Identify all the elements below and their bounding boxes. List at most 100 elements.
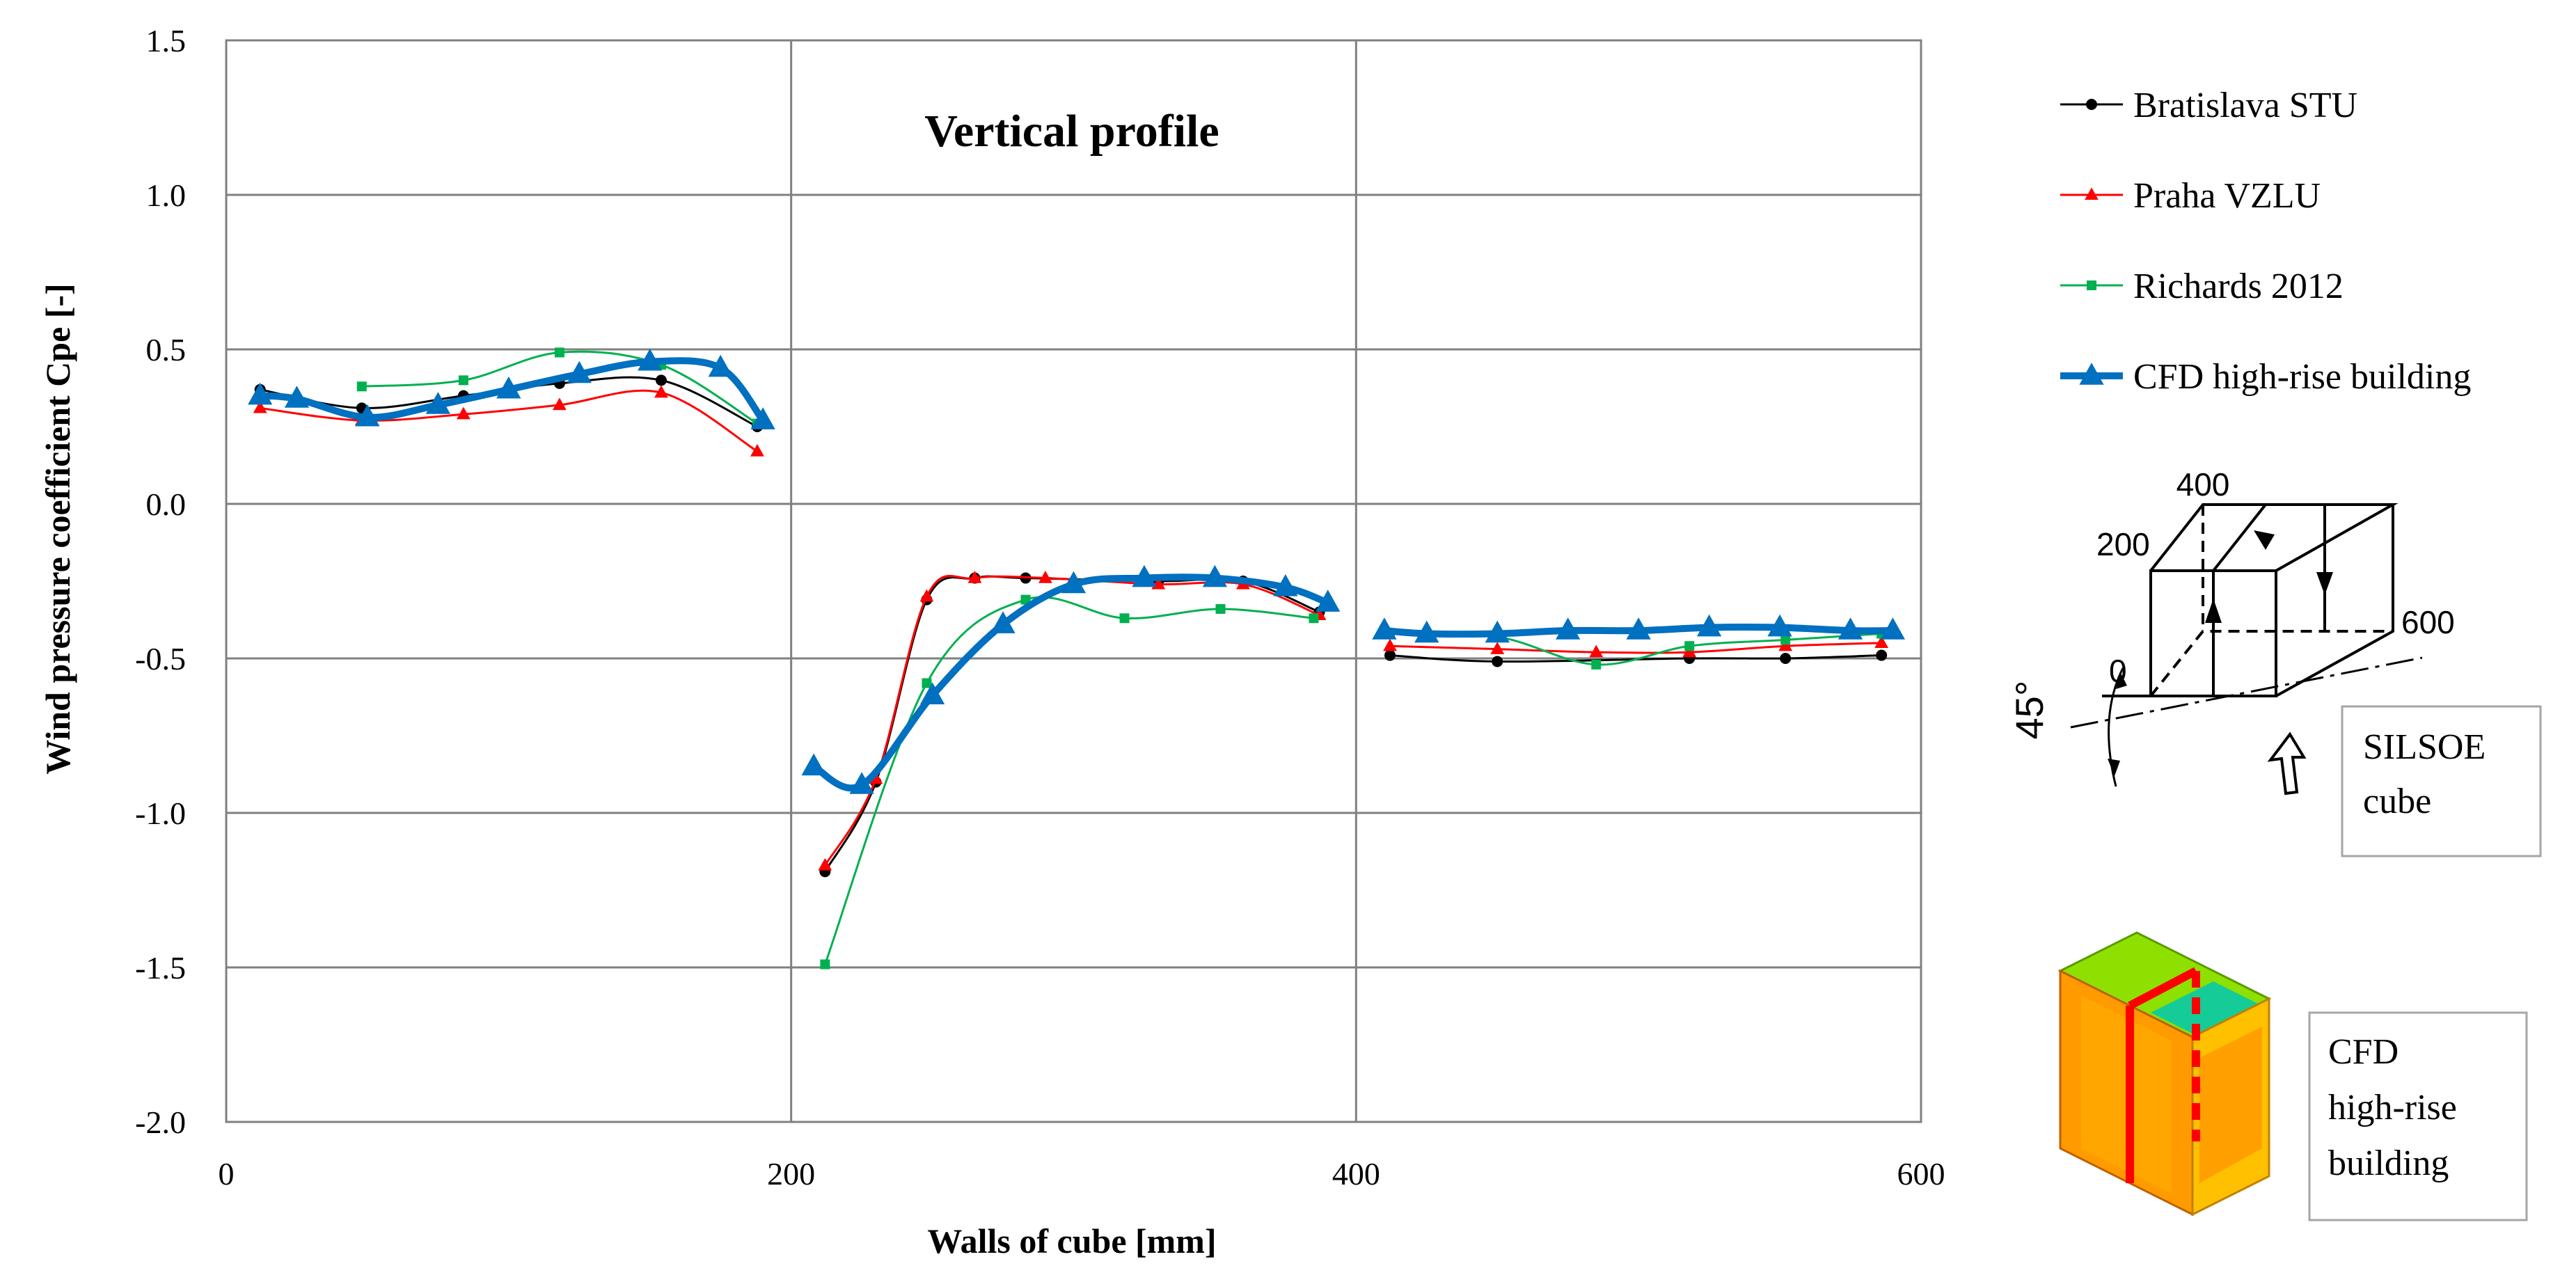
data-point-cfd-high-rise-building	[849, 772, 874, 794]
building-right-shade	[2199, 1027, 2262, 1183]
data-point-cfd-high-rise-building	[1202, 564, 1228, 587]
y-tick-label: -2.0	[135, 1105, 186, 1140]
data-point-cfd-high-rise-building	[425, 392, 451, 414]
cube-top-face	[2149, 503, 2399, 572]
cfd-building-image	[2057, 931, 2272, 1217]
building-top-cyan	[2151, 981, 2262, 1037]
y-tick-label: -1.5	[135, 950, 186, 986]
data-point-cfd-high-rise-building	[919, 682, 945, 705]
data-point-bratislava-stu	[1780, 653, 1792, 664]
cfd-label-box	[2308, 1011, 2528, 1221]
data-point-richards-2012	[820, 959, 830, 970]
data-point-praha-vzlu	[818, 857, 832, 871]
cfd-label-line2: high-rise	[2328, 1088, 2457, 1127]
data-point-richards-2012	[1215, 603, 1226, 614]
data-point-cfd-high-rise-building	[1767, 614, 1792, 637]
legend-marker-cfd-high-rise-building	[2079, 363, 2104, 385]
series-line-bratislava-stu	[1389, 654, 1883, 663]
data-point-cfd-high-rise-building	[284, 386, 310, 408]
data-point-praha-vzlu	[1490, 642, 1505, 654]
dim-200-label: 200	[2096, 526, 2150, 562]
data-point-cfd-high-rise-building	[1485, 620, 1510, 643]
data-point-bratislava-stu	[1384, 649, 1396, 661]
data-point-cfd-high-rise-building	[1315, 589, 1341, 612]
data-point-cfd-high-rise-building	[1132, 564, 1157, 587]
y-tick-label: 1.5	[146, 23, 187, 58]
y-tick-label: 1.0	[146, 177, 187, 213]
series-line-cfd-high-rise-building	[810, 573, 1332, 792]
data-point-cfd-high-rise-building	[708, 354, 733, 377]
angle-arrow-bottom-icon	[2108, 759, 2120, 776]
angle-arrow-top-icon	[2116, 672, 2127, 689]
data-point-cfd-high-rise-building	[1696, 614, 1722, 637]
data-point-richards-2012	[1591, 659, 1602, 670]
silsoe-label-box	[2341, 705, 2542, 857]
data-point-richards-2012	[1309, 613, 1319, 624]
data-point-bratislava-stu	[655, 374, 667, 386]
data-point-cfd-high-rise-building	[567, 361, 592, 383]
data-point-cfd-high-rise-building	[355, 404, 380, 427]
data-point-praha-vzlu	[654, 385, 668, 398]
y-axis-title: Wind pressure coefficient Cpe [-]	[38, 283, 77, 774]
data-point-cfd-high-rise-building	[248, 382, 273, 405]
wind-axis-line	[2070, 656, 2423, 729]
x-tick-label: 400	[1332, 1156, 1380, 1192]
data-point-praha-vzlu	[456, 406, 471, 420]
silsoe-label-line2: cube	[2363, 782, 2431, 821]
data-point-richards-2012	[458, 375, 468, 386]
data-point-richards-2012	[1119, 613, 1130, 624]
data-point-bratislava-stu	[1876, 649, 1888, 661]
data-point-praha-vzlu	[1682, 644, 1697, 658]
profile-line-top-a	[2212, 503, 2267, 572]
building-right-face	[2191, 997, 2270, 1217]
data-point-richards-2012	[1684, 641, 1695, 651]
silsoe-cube-diagram	[2070, 503, 2423, 796]
y-tick-label: 0.0	[146, 486, 187, 522]
data-point-praha-vzlu	[750, 443, 764, 457]
data-point-cfd-high-rise-building	[1838, 617, 1863, 640]
data-point-cfd-high-rise-building	[1273, 574, 1298, 596]
data-point-cfd-high-rise-building	[1372, 617, 1397, 640]
data-point-richards-2012	[1020, 594, 1031, 605]
data-point-cfd-high-rise-building	[1414, 620, 1439, 643]
arrow-down-icon	[2316, 572, 2333, 595]
data-point-cfd-high-rise-building	[496, 376, 521, 399]
series-layer	[248, 347, 1906, 970]
series-line-praha-vzlu	[1389, 642, 1883, 654]
legend-label-cfd-high-rise-building: CFD high-rise building	[2133, 357, 2471, 397]
x-tick-label: 200	[767, 1156, 815, 1192]
legend-marker-richards-2012	[2087, 280, 2096, 290]
grid	[225, 39, 1922, 1123]
dim-600-label: 600	[2401, 604, 2455, 640]
data-point-cfd-high-rise-building	[990, 611, 1016, 633]
series-line-praha-vzlu	[259, 389, 759, 453]
arrow-up-icon	[2205, 599, 2222, 623]
silsoe-label-line1: SILSOE	[2363, 727, 2486, 767]
data-point-richards-2012	[356, 381, 367, 392]
data-point-cfd-high-rise-building	[1626, 617, 1651, 640]
data-point-cfd-high-rise-building	[1061, 571, 1086, 594]
y-tick-label: -0.5	[135, 641, 186, 676]
dim-400-label: 400	[2176, 466, 2230, 502]
data-point-praha-vzlu	[1383, 638, 1397, 651]
data-point-praha-vzlu	[1874, 635, 1889, 648]
data-point-richards-2012	[1780, 635, 1791, 645]
data-point-cfd-high-rise-building	[801, 753, 826, 776]
data-point-praha-vzlu	[253, 400, 267, 413]
series-cfd-high-rise-building	[248, 348, 1906, 794]
legend-marker-praha-vzlu	[2085, 187, 2099, 200]
legend-marker-bratislava-stu	[2086, 99, 2097, 110]
wind-direction-icon	[2267, 731, 2307, 796]
cube-hidden-edges	[2149, 630, 2393, 697]
data-point-praha-vzlu	[1038, 570, 1052, 583]
chart-title: Vertical profile	[924, 106, 1219, 157]
legend-label-praha-vzlu: Praha VZLU	[2133, 176, 2321, 216]
y-axis-ticks: 1.5 1.0 0.5 0.0 -0.5 -1.0 -1.5 -2.0	[135, 23, 186, 1140]
data-point-cfd-high-rise-building	[750, 407, 775, 429]
data-point-cfd-high-rise-building	[1880, 617, 1906, 640]
y-tick-label: 0.5	[146, 332, 187, 367]
cfd-label-line1: CFD	[2328, 1032, 2399, 1072]
data-point-praha-vzlu	[1589, 644, 1604, 658]
x-axis-title: Walls of cube [mm]	[927, 1221, 1216, 1260]
data-point-cfd-high-rise-building	[638, 348, 663, 371]
